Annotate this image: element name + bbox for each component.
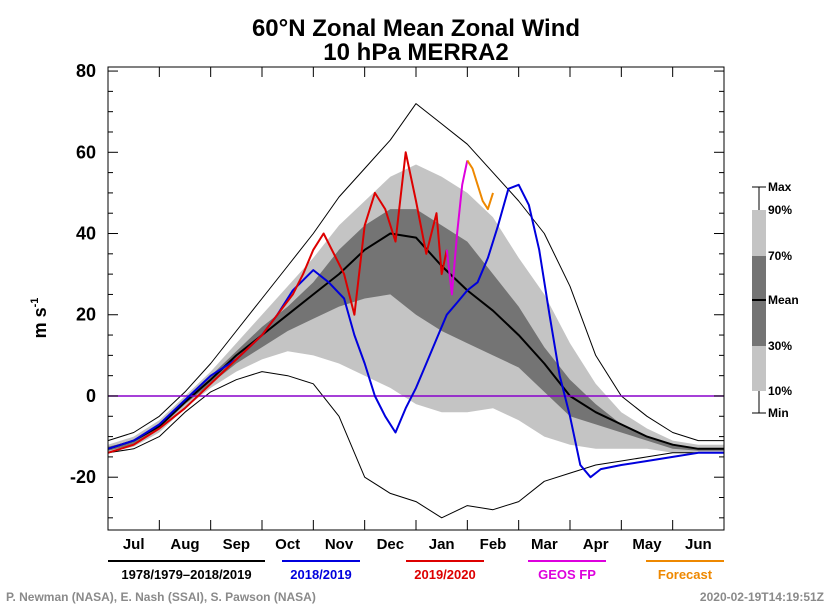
series-line-1 bbox=[107, 151, 448, 454]
key-band-outer-top bbox=[752, 210, 766, 256]
y-tick-label: 0 bbox=[86, 386, 96, 406]
credit-timestamp: 2020-02-19T14:19:51Z bbox=[700, 590, 824, 604]
key-label-p70: 70% bbox=[768, 249, 792, 263]
x-tick-label: Jun bbox=[685, 536, 712, 553]
x-tick-label: Sep bbox=[223, 536, 251, 553]
key-label-p30: 30% bbox=[768, 339, 792, 353]
x-tick-label: Jan bbox=[429, 536, 455, 553]
credit-authors: P. Newman (NASA), E. Nash (SSAI), S. Paw… bbox=[6, 590, 316, 604]
key-label-max: Max bbox=[768, 180, 792, 194]
y-tick-label: 40 bbox=[76, 224, 96, 244]
y-tick-label: -20 bbox=[70, 467, 96, 487]
x-tick-label: May bbox=[632, 536, 662, 553]
x-tick-label: Feb bbox=[480, 536, 507, 553]
series-line-2 bbox=[445, 160, 469, 296]
legend-label-0: 1978/1979–2018/2019 bbox=[121, 567, 251, 582]
x-axis-ticks: Jul Aug Sep Oct Nov Dec Jan Feb Mar Apr May Jun bbox=[107, 67, 725, 553]
climatology-bands bbox=[108, 164, 724, 453]
legend-label-2: 2019/2020 bbox=[414, 567, 475, 582]
series-lines bbox=[107, 103, 724, 519]
key-band-outer-bottom bbox=[752, 346, 766, 391]
chart-title: 60°N Zonal Mean Zonal Wind bbox=[252, 15, 580, 42]
y-tick-label: 60 bbox=[76, 142, 96, 162]
y-axis-ticks: -20 0 20 40 60 80 bbox=[70, 61, 724, 519]
x-tick-label: Apr bbox=[583, 536, 609, 553]
legend: 1978/1979–2018/2019 2018/2019 2019/2020 GEO… bbox=[108, 560, 724, 582]
key-label-min: Min bbox=[768, 406, 789, 420]
legend-label-1: 2018/2019 bbox=[290, 567, 351, 582]
x-tick-label: Mar bbox=[531, 536, 558, 553]
x-tick-label: Jul bbox=[123, 536, 145, 553]
key-label-p90: 90% bbox=[768, 203, 792, 217]
x-tick-label: Nov bbox=[325, 536, 354, 553]
legend-label-3: GEOS FP bbox=[538, 567, 596, 582]
svg-text:m s-1: m s-1 bbox=[29, 298, 50, 339]
legend-label-4: Forecast bbox=[658, 567, 713, 582]
key-label-p10: 10% bbox=[768, 384, 792, 398]
chart-subtitle: 10 hPa MERRA2 bbox=[323, 39, 508, 66]
band-30-70 bbox=[108, 209, 724, 451]
x-tick-label: Dec bbox=[377, 536, 405, 553]
climatology-mean-line bbox=[107, 232, 724, 450]
climatology-min-line bbox=[107, 371, 724, 519]
series-line-3 bbox=[466, 159, 494, 211]
y-tick-label: 20 bbox=[76, 305, 96, 325]
key-label-mean: Mean bbox=[768, 293, 799, 307]
y-axis-label: m s-1 bbox=[29, 298, 50, 339]
x-tick-label: Oct bbox=[275, 536, 300, 553]
x-tick-label: Aug bbox=[170, 536, 199, 553]
y-tick-label: 80 bbox=[76, 61, 96, 81]
percentile-key: Max 90% 70% Mean 30% 10% Min bbox=[752, 180, 799, 420]
